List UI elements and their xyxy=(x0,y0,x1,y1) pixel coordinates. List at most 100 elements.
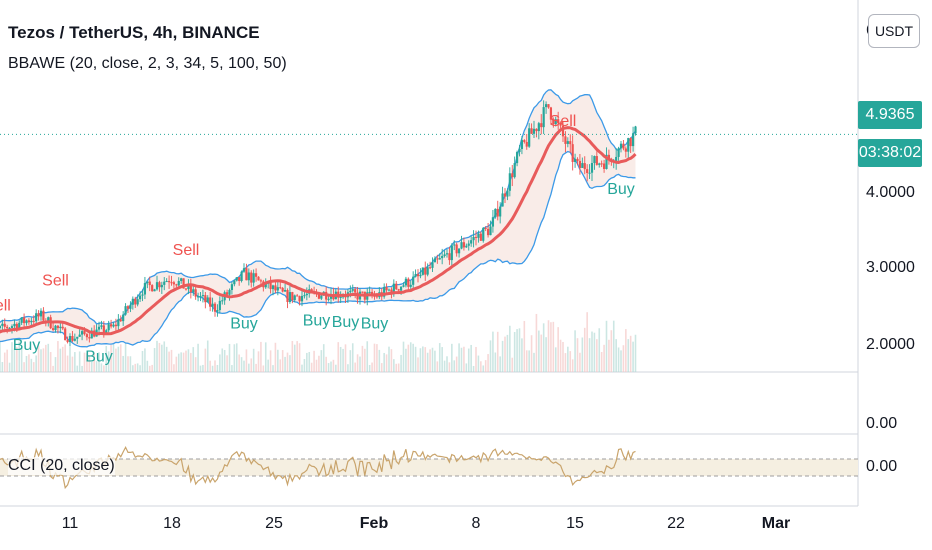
candle-body xyxy=(201,295,205,297)
candle-body xyxy=(564,136,567,144)
candle-body xyxy=(501,193,504,207)
volume-bar xyxy=(235,343,238,372)
volume-bar xyxy=(552,321,555,372)
candle-body xyxy=(146,281,149,284)
volume-bar xyxy=(66,355,69,372)
currency-button[interactable]: USDT xyxy=(868,14,920,48)
signal-label-buy: Buy xyxy=(230,316,258,333)
candle-body xyxy=(581,163,584,168)
volume-bar xyxy=(216,364,219,372)
volume-bar xyxy=(380,363,383,372)
time-axis-label: 22 xyxy=(667,515,685,532)
bollinger-band-fill xyxy=(0,89,636,347)
candle-body xyxy=(6,326,9,329)
candle-body xyxy=(559,123,562,126)
volume-bar xyxy=(383,352,385,372)
candle-body xyxy=(10,326,14,328)
candle-body xyxy=(286,290,289,302)
candle-body xyxy=(252,273,255,283)
volume-bar xyxy=(426,352,429,372)
candle-body xyxy=(170,282,173,284)
volume-bar xyxy=(30,358,33,372)
candle-body xyxy=(88,337,91,339)
candle-body xyxy=(549,107,553,120)
cci-indicator-legend[interactable]: CCI (20, close) xyxy=(8,457,115,475)
volume-bar xyxy=(274,342,277,372)
volume-bar xyxy=(385,354,388,372)
volume-bar xyxy=(257,351,260,372)
volume-bar xyxy=(98,352,100,372)
candle-body xyxy=(206,297,209,303)
volume-bar xyxy=(69,346,71,372)
volume-bar xyxy=(255,363,257,372)
volume-bar xyxy=(1,362,4,372)
signal-label-buy: Buy xyxy=(607,181,635,198)
candle-body xyxy=(122,314,125,322)
bbawe-indicator-legend[interactable]: BBAWE (20, close, 2, 3, 34, 5, 100, 50) xyxy=(8,55,287,72)
volume-bar xyxy=(501,340,504,372)
candle-body xyxy=(503,193,507,197)
volume-bar xyxy=(100,363,103,372)
candle-body xyxy=(327,298,330,300)
time-axis-label: 15 xyxy=(566,515,584,532)
volume-bar xyxy=(528,350,530,372)
volume-bar xyxy=(291,340,294,372)
candle-body xyxy=(158,282,161,288)
volume-bar xyxy=(110,345,112,372)
candle-body xyxy=(257,276,260,281)
volume-bar xyxy=(547,320,550,372)
candle-body xyxy=(238,277,241,282)
candle-body xyxy=(216,310,219,312)
volume-bar xyxy=(303,359,306,372)
candle-body xyxy=(547,104,550,108)
volume-bar xyxy=(388,346,390,372)
volume-bar xyxy=(228,343,231,372)
bollinger-basis-line xyxy=(0,126,637,336)
candle-body xyxy=(25,320,28,324)
volume-bar xyxy=(325,356,327,372)
time-axis-label: 18 xyxy=(163,515,181,532)
volume-bar xyxy=(286,352,289,372)
candle-body xyxy=(416,274,420,277)
volume-bar xyxy=(475,346,477,372)
volume-bar xyxy=(112,343,115,372)
candle-body xyxy=(18,322,21,329)
volume-bar xyxy=(511,357,514,372)
candle-body xyxy=(13,323,16,327)
volume-bar xyxy=(83,352,86,372)
candle-body xyxy=(1,323,4,326)
volume-bar xyxy=(339,346,342,372)
candle-body xyxy=(426,267,429,275)
volume-bar xyxy=(492,331,494,372)
candle-body xyxy=(35,313,38,322)
candle-body xyxy=(453,244,456,246)
volume-bar xyxy=(13,348,16,372)
candle-body xyxy=(83,331,86,335)
candle-body xyxy=(119,319,122,322)
volume-bar xyxy=(550,322,552,372)
volume-bar xyxy=(173,364,175,372)
volume-bar xyxy=(81,365,83,372)
signal-label-buy: Buy xyxy=(361,316,389,333)
volume-bar xyxy=(115,348,117,372)
candle-body xyxy=(218,300,221,311)
volume-bar xyxy=(436,361,439,372)
volume-bar xyxy=(158,342,161,372)
volume-bar xyxy=(574,330,576,372)
candle-body xyxy=(245,268,248,281)
candle-body xyxy=(530,128,533,134)
volume-bar xyxy=(151,364,153,372)
candle-body xyxy=(484,227,487,229)
volume-bar xyxy=(608,339,610,372)
volume-bar xyxy=(564,353,567,372)
time-axis-label: 8 xyxy=(471,515,481,532)
candle-body xyxy=(467,243,470,246)
candle-body xyxy=(240,271,243,282)
candle-body xyxy=(42,310,45,321)
candle-body xyxy=(78,334,81,337)
volume-bar xyxy=(132,365,134,372)
candle-body xyxy=(192,289,195,293)
volume-bar xyxy=(525,350,528,372)
